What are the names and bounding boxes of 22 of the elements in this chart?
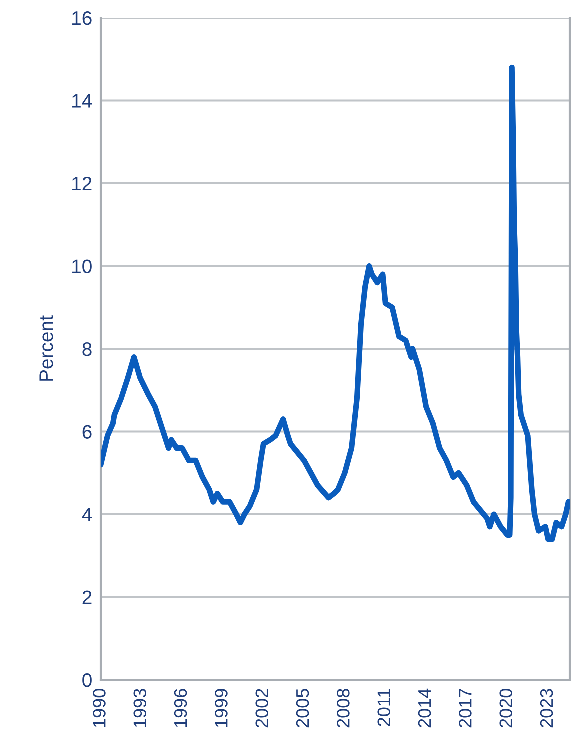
- y-tick-label: 0: [82, 673, 92, 688]
- x-tick-label: 2023: [540, 689, 554, 728]
- x-tick-label: 1990: [93, 689, 106, 728]
- x-tick-label: 2008: [337, 689, 350, 728]
- x-tick-label: 2017: [459, 689, 472, 728]
- y-tick-label: 2: [82, 590, 92, 604]
- y-tick-label: 16: [72, 11, 92, 26]
- y-tick-label: 14: [72, 94, 92, 108]
- x-tick-label: 2005: [296, 689, 310, 728]
- x-tick-label: 2002: [256, 689, 269, 728]
- x-tick-label: 2020: [500, 689, 512, 728]
- x-tick-label: 1999: [215, 689, 228, 728]
- y-tick-label: 12: [72, 176, 92, 191]
- x-tick-label: 2014: [418, 688, 432, 728]
- y-tick-label: 6: [82, 425, 92, 439]
- y-tick-label: 8: [82, 342, 92, 356]
- y-tick-label: 10: [72, 260, 92, 274]
- x-tick-label: 1996: [174, 689, 188, 728]
- x-tick-label: 1993: [134, 689, 147, 728]
- y-axis-title: Percent: [40, 316, 54, 381]
- y-tick-label: 4: [82, 508, 92, 522]
- x-tick-label: 2011: [378, 689, 390, 726]
